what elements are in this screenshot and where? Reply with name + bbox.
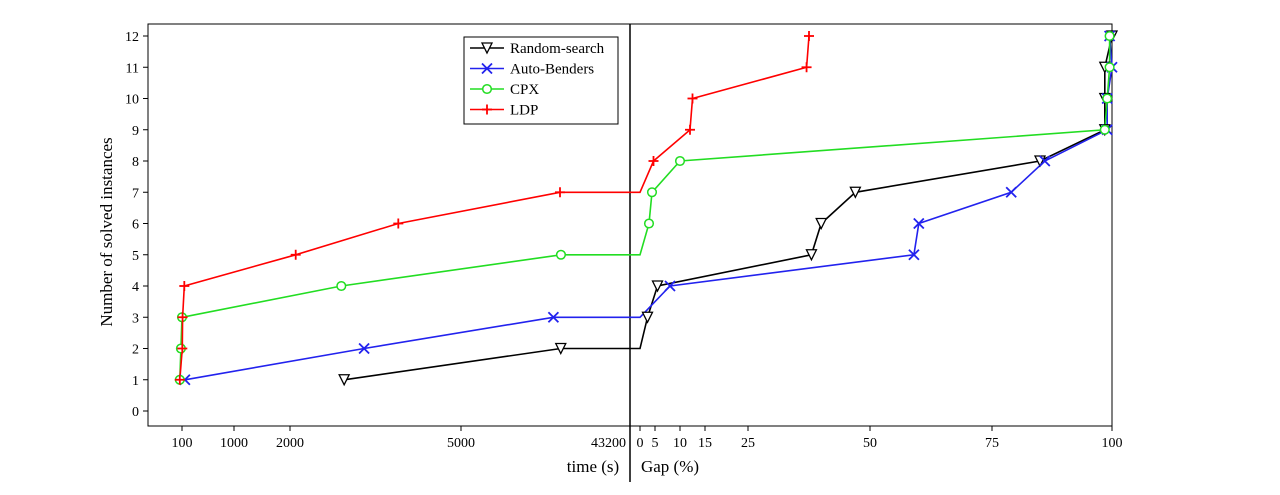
y-tick-label: 11 (126, 61, 139, 76)
x-tick-label-time: 2000 (276, 436, 304, 451)
data-point-ldp (648, 156, 659, 166)
data-point-ldp (393, 218, 404, 229)
data-point-cpx (336, 280, 347, 292)
data-point-auto-benders (1039, 155, 1051, 167)
y-tick-label: 0 (132, 405, 139, 420)
x-tick-label-gap: 10 (673, 436, 687, 451)
legend-label-random-search: Random-search (510, 41, 605, 57)
data-point-cpx (674, 155, 686, 167)
data-point-random-search (805, 249, 818, 262)
x-tick-label-gap: 100 (1102, 436, 1123, 451)
data-point-auto-benders (664, 280, 676, 292)
y-tick-label: 10 (125, 93, 139, 108)
data-point-ldp (174, 374, 185, 385)
x-tick-label-gap: 75 (985, 436, 999, 451)
data-point-cpx (1099, 124, 1110, 135)
legend-label-ldp: LDP (510, 103, 538, 119)
x-tick-label-time: 5000 (447, 436, 475, 451)
series-line-cpx (179, 36, 1111, 380)
x-tick-label-gap: 25 (741, 436, 755, 451)
data-point-random-search (849, 186, 862, 199)
series-line-random-search (343, 35, 1113, 381)
y-tick-label: 3 (132, 311, 139, 326)
data-point-cpx (1104, 62, 1115, 73)
data-point-auto-benders (913, 217, 925, 230)
data-point-auto-benders (547, 311, 560, 323)
y-tick-label: 7 (132, 186, 139, 201)
series-lines (179, 35, 1113, 381)
y-tick-label: 1 (132, 374, 139, 389)
x-tick-label-time: 43200 (591, 436, 626, 451)
data-point-random-search (815, 217, 828, 230)
x-tick-label-gap: 50 (863, 436, 877, 451)
y-tick-label: 9 (132, 124, 139, 139)
data-point-random-search (641, 311, 654, 324)
series-line-ldp (179, 35, 810, 380)
data-point-auto-benders (358, 342, 370, 355)
y-tick-label: 8 (132, 155, 139, 170)
data-point-ldp (555, 187, 565, 198)
data-point-ldp (177, 343, 188, 354)
data-point-ldp (290, 249, 301, 260)
data-point-cpx (1104, 30, 1115, 42)
data-point-ldp (801, 62, 812, 73)
data-point-random-search (651, 280, 664, 293)
data-point-random-search (554, 342, 567, 355)
data-point-ldp (804, 31, 814, 41)
legend-marker-cpx (481, 83, 493, 95)
legend-marker-ldp (482, 104, 492, 115)
y-tick-label: 6 (132, 218, 139, 233)
data-point-cpx (646, 187, 658, 198)
legend: Random-search Auto-Benders CPX LDP (463, 36, 619, 125)
x-tick-label-time: 1000 (220, 436, 248, 451)
data-point-cpx (643, 218, 655, 229)
data-point-auto-benders (908, 249, 920, 261)
y-axis-title: Number of solved instances (97, 137, 116, 326)
legend-marker-auto-benders (481, 62, 493, 75)
data-point-auto-benders (1005, 186, 1017, 198)
data-point-cpx (555, 249, 567, 260)
legend-label-cpx: CPX (510, 82, 539, 98)
series-line-auto-benders (184, 35, 1113, 381)
data-point-ldp (687, 93, 698, 104)
data-point-ldp (179, 281, 190, 291)
x-axis-title-gap: Gap (%) (641, 457, 699, 476)
x-tick-label-gap: 15 (698, 436, 712, 451)
data-point-ldp (685, 124, 695, 135)
legend-marker-random-search (480, 42, 494, 55)
y-tick-label: 2 (132, 343, 139, 358)
x-tick-label-gap: 0 (637, 436, 644, 451)
x-tick-label-time: 100 (172, 436, 193, 451)
y-tick-label: 5 (132, 249, 139, 264)
legend-label-auto-benders: Auto-Benders (510, 62, 594, 78)
y-tick-label: 12 (125, 30, 139, 45)
x-axis-title-time: time (s) (567, 457, 619, 476)
data-point-cpx (1102, 93, 1113, 104)
data-point-ldp (177, 312, 188, 323)
data-point-random-search (338, 374, 351, 387)
y-tick-label: 4 (132, 280, 139, 295)
x-tick-label-gap: 5 (652, 436, 659, 451)
series-markers (174, 30, 1119, 387)
